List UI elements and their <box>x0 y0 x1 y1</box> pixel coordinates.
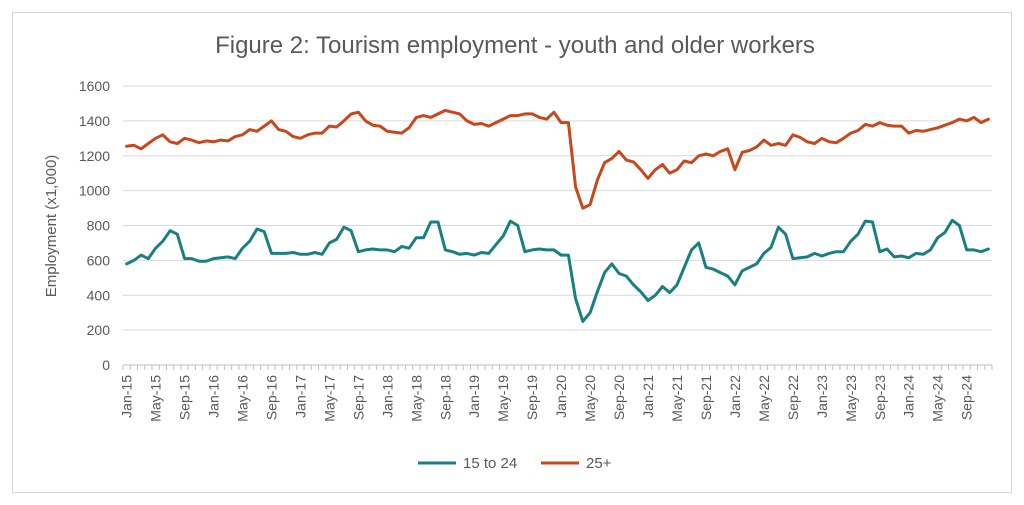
y-axis-title: Employment (x1,000) <box>43 155 60 298</box>
y-tick-label: 800 <box>87 218 111 234</box>
series-lines <box>125 108 990 323</box>
x-tick-label: Sep-16 <box>263 375 279 420</box>
y-tick-label: 1400 <box>79 113 110 129</box>
x-tick-label: May-20 <box>582 375 598 422</box>
x-axis-ticks: Jan-15 May-15 Sep-15 Jan-16 May-16 Sep-16 Jan-… <box>119 365 993 422</box>
x-tick-label: Jan-16 <box>206 375 222 418</box>
x-tick-label: Jan-19 <box>466 375 482 418</box>
legend-label-25-plus: 25+ <box>586 455 612 472</box>
y-tick-label: 0 <box>102 357 110 373</box>
series-line-15-to-24 <box>125 218 990 323</box>
x-tick-label: Sep-23 <box>872 375 888 420</box>
y-tick-label: 400 <box>87 287 111 303</box>
x-tick-label: May-17 <box>321 375 337 422</box>
y-tick-label: 1200 <box>79 148 110 164</box>
x-tick-label: Sep-24 <box>959 375 975 420</box>
x-tick-label: Sep-21 <box>698 375 714 420</box>
y-tick-label: 1600 <box>79 78 110 94</box>
x-tick-label: May-22 <box>756 375 772 422</box>
x-tick-label: Jan-18 <box>379 375 395 418</box>
x-tick-label: Jan-23 <box>814 375 830 418</box>
y-tick-label: 1000 <box>79 183 110 199</box>
x-tick-label: Jan-15 <box>119 375 135 418</box>
y-axis-ticks: 0 200 400 600 800 1000 1200 1400 1600 <box>79 78 110 373</box>
x-tick-label: May-18 <box>408 375 424 422</box>
legend-label-15-to-24: 15 to 24 <box>463 455 517 472</box>
x-tick-label: May-21 <box>669 375 685 422</box>
gridlines <box>123 85 992 331</box>
x-tick-label: Jan-22 <box>727 375 743 418</box>
x-tick-label: May-24 <box>930 375 946 422</box>
y-tick-label: 600 <box>87 252 111 268</box>
x-tick-label: Jan-21 <box>640 375 656 418</box>
x-tick-label: Jan-24 <box>901 375 917 418</box>
legend: 15 to 24 25+ <box>418 455 612 472</box>
x-tick-label: May-16 <box>234 375 250 422</box>
x-tick-label: May-19 <box>495 375 511 422</box>
chart-title: Figure 2: Tourism employment - youth and… <box>215 32 815 59</box>
x-tick-label: May-15 <box>148 375 164 422</box>
x-tick-label: Sep-15 <box>177 375 193 420</box>
x-tick-label: Jan-20 <box>553 375 569 418</box>
y-tick-label: 200 <box>87 322 111 338</box>
x-tick-label: Sep-17 <box>350 375 366 420</box>
x-tick-label: Sep-20 <box>611 375 627 420</box>
x-tick-label: Sep-18 <box>437 375 453 420</box>
series-line-25-plus <box>125 108 990 210</box>
x-tick-label: Sep-22 <box>785 375 801 420</box>
x-tick-label: May-23 <box>843 375 859 422</box>
x-tick-label: Sep-19 <box>524 375 540 420</box>
x-tick-label: Jan-17 <box>292 375 308 418</box>
chart-frame <box>12 12 1012 493</box>
